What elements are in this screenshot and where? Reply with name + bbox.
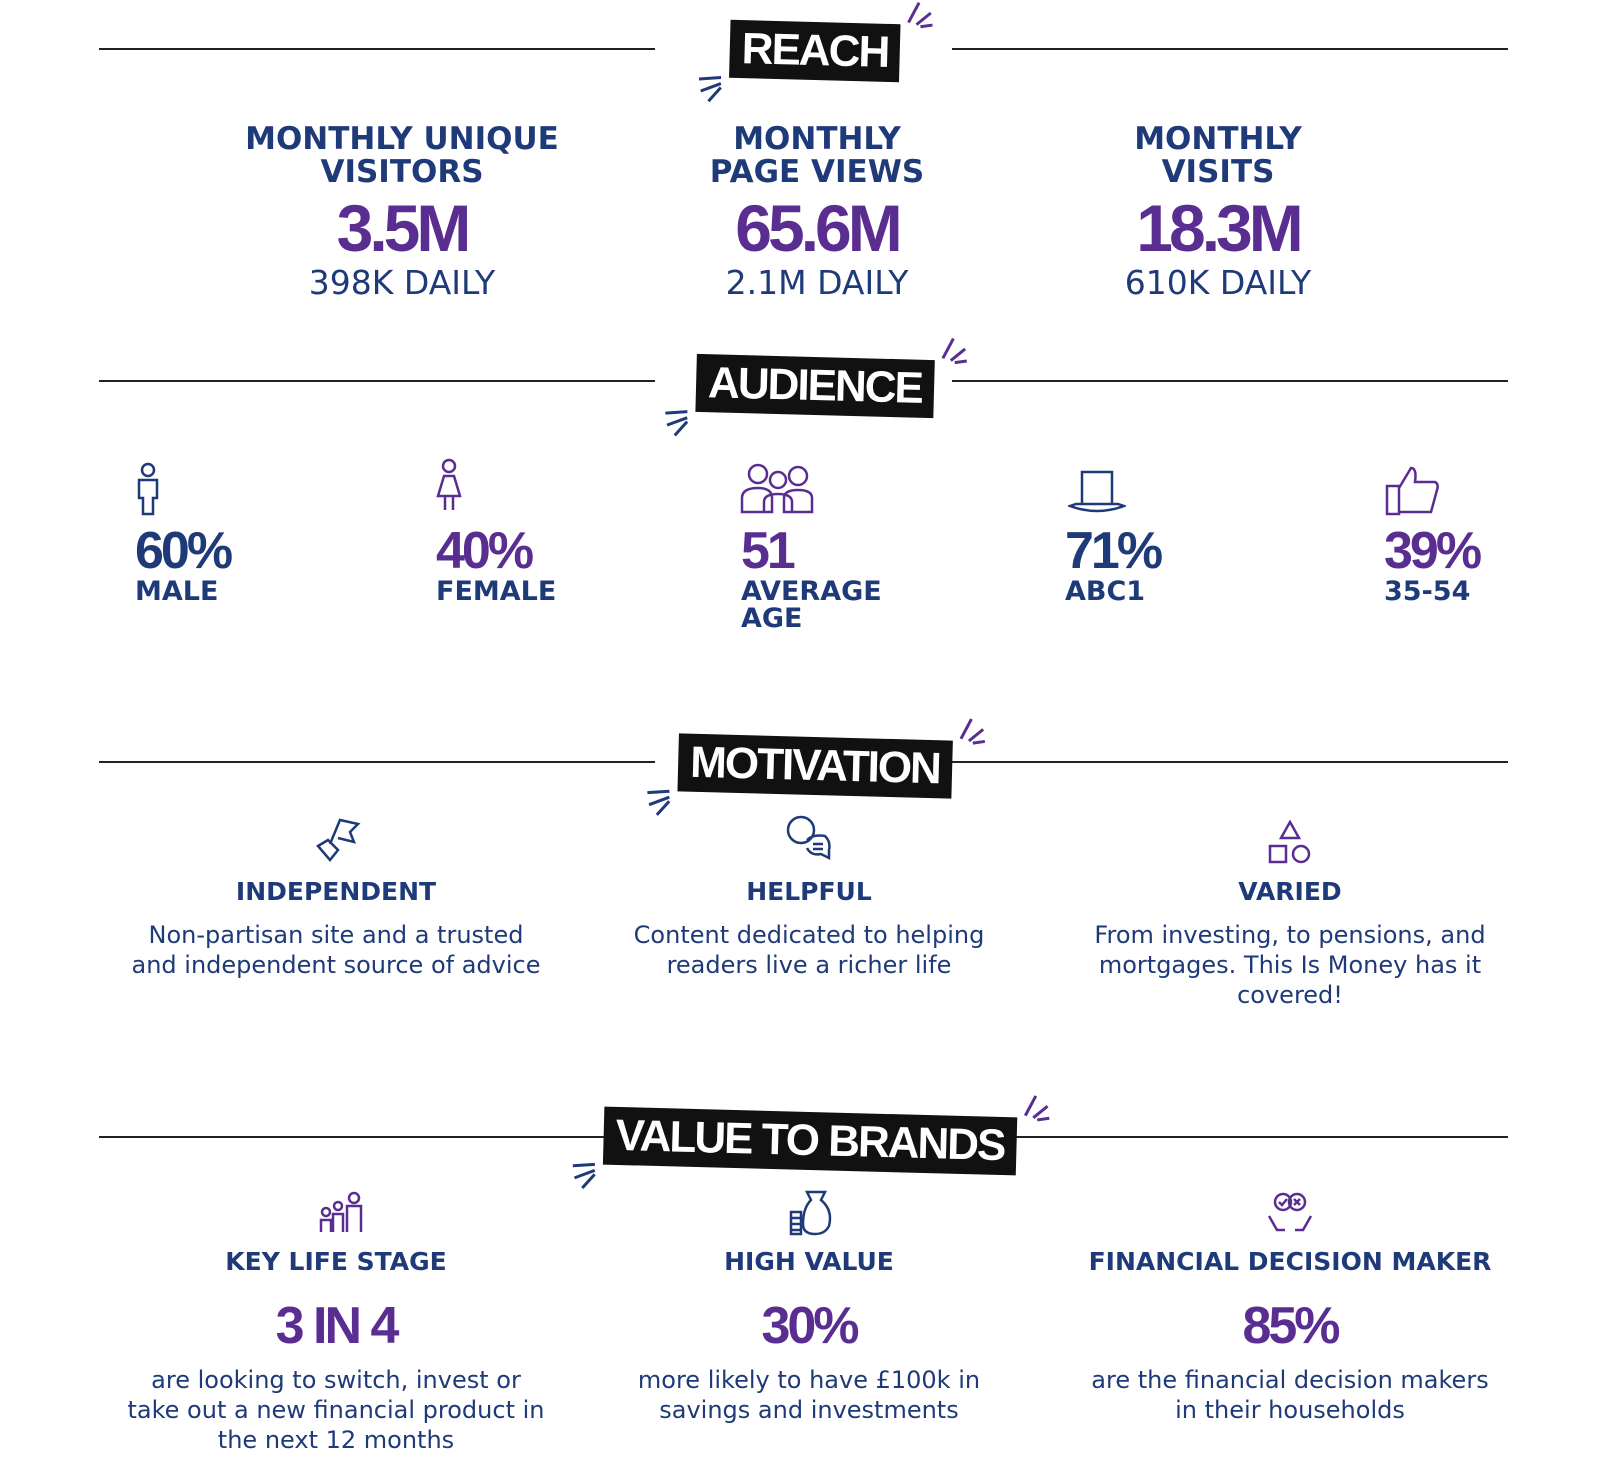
value-text: are looking to switch, invest or take ou… [127, 1366, 545, 1454]
metric-label: MONTHLY VISITS [1134, 121, 1302, 190]
audience-value: 60% [135, 522, 233, 580]
metric-daily: 610K DAILY [1124, 263, 1312, 302]
spark [665, 410, 689, 437]
motivation-title: HELPFUL [746, 877, 872, 906]
spark [572, 1162, 596, 1190]
spark [1023, 1095, 1050, 1122]
male-icon [137, 462, 159, 516]
metric-label: MONTHLY PAGE VIEWS [709, 121, 925, 190]
divider [99, 380, 655, 382]
divider [99, 761, 655, 763]
section-title: REACH [741, 24, 889, 77]
female-icon [436, 458, 462, 510]
decision-icon [1267, 1192, 1313, 1232]
audience-label: 35-54 [1384, 576, 1471, 607]
money-icon [789, 1190, 832, 1236]
motivation-title: VARIED [1238, 877, 1342, 906]
metric-value: 3.5M [336, 191, 472, 265]
divider [952, 761, 1508, 763]
metric-value: 18.3M [1136, 191, 1303, 265]
section-badge: MOTIVATION [647, 718, 985, 816]
divider [99, 48, 655, 50]
spark [959, 718, 985, 745]
chat-icon [786, 815, 831, 860]
metric-daily: 398K DAILY [308, 263, 496, 302]
motivation-text: Non-partisan site and a trusted and inde… [131, 921, 541, 979]
value-text: are the financial decision makers in the… [1091, 1366, 1489, 1424]
value-figure: 85% [1242, 1297, 1340, 1355]
value-text: more likely to have £100k in savings and… [637, 1366, 981, 1424]
divider [99, 1136, 609, 1138]
audience-label: AVERAGE AGE [741, 576, 882, 634]
group-icon [740, 463, 814, 514]
metric-label: MONTHLY UNIQUE VISITORS [245, 121, 559, 190]
section-title: AUDIENCE [707, 358, 923, 413]
hat-icon [1068, 470, 1126, 513]
value-title: HIGH VALUE [724, 1247, 894, 1276]
divider [952, 48, 1508, 50]
audience-value: 40% [436, 522, 534, 580]
audience-value: 39% [1384, 522, 1482, 580]
flag-icon [316, 818, 361, 862]
shapes-icon [1268, 820, 1311, 864]
audience-value: 71% [1065, 522, 1163, 580]
audience-value: 51 [741, 522, 796, 580]
family-icon [319, 1191, 363, 1232]
section-badge: VALUE TO BRANDS [572, 1095, 1050, 1190]
spark [941, 337, 967, 365]
audience-label: FEMALE [436, 576, 557, 607]
value-title: KEY LIFE STAGE [225, 1247, 447, 1276]
thumbs-up-icon [1385, 466, 1439, 516]
divider [1000, 1136, 1508, 1138]
value-figure: 3 IN 4 [275, 1297, 400, 1355]
section-title: MOTIVATION [689, 737, 941, 794]
section-title: VALUE TO BRANDS [615, 1110, 1006, 1171]
value-title: FINANCIAL DECISION MAKER [1088, 1247, 1492, 1276]
metric-value: 65.6M [735, 191, 902, 265]
motivation-text: Content dedicated to helping readers liv… [633, 921, 985, 979]
spark [907, 2, 934, 29]
motivation-title: INDEPENDENT [235, 877, 437, 906]
divider [952, 380, 1508, 382]
section-badge: AUDIENCE [665, 337, 967, 437]
metric-daily: 2.1M DAILY [725, 263, 909, 302]
audience-label: MALE [135, 576, 219, 607]
motivation-text: From investing, to pensions, and mortgag… [1094, 921, 1486, 1009]
spark [698, 76, 722, 103]
spark [647, 789, 671, 816]
section-badge: REACH [698, 2, 934, 103]
value-figure: 30% [761, 1297, 859, 1355]
audience-label: ABC1 [1065, 576, 1146, 607]
